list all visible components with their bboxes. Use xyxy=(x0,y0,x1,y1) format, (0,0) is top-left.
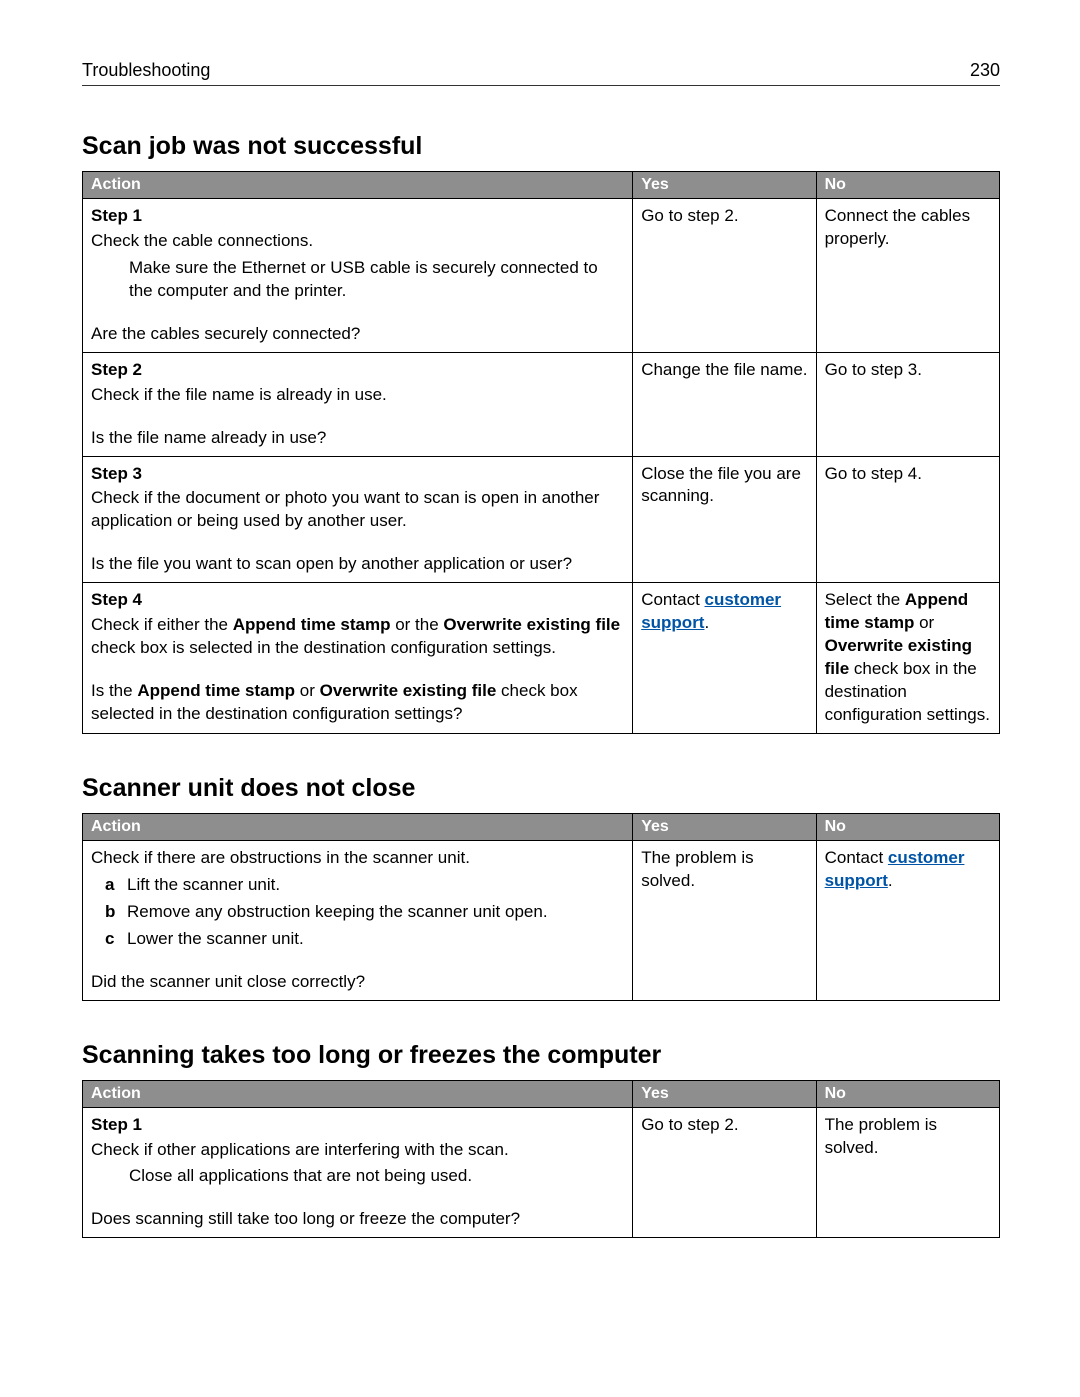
text: . xyxy=(888,871,893,890)
action-lead: Check if the file name is already in use… xyxy=(91,384,624,407)
step-title: Step 2 xyxy=(91,359,624,382)
table-row: Step 1 Check the cable connections. Make… xyxy=(83,199,1000,353)
table-row: Check if there are obstructions in the s… xyxy=(83,840,1000,1000)
text: or xyxy=(295,681,320,700)
table-header-row: Action Yes No xyxy=(83,813,1000,840)
col-action: Action xyxy=(83,813,633,840)
list-item: aLift the scanner unit. xyxy=(105,874,624,897)
action-lead: Check if other applications are interfer… xyxy=(91,1139,624,1162)
text: Is the xyxy=(91,681,137,700)
action-cell: Step 2 Check if the file name is already… xyxy=(83,352,633,456)
no-cell: Select the Append time stamp or Overwrit… xyxy=(816,583,999,734)
action-question: Is the file name already in use? xyxy=(91,427,624,450)
list-item: cLower the scanner unit. xyxy=(105,928,624,951)
table-row: Step 3 Check if the document or photo yo… xyxy=(83,456,1000,583)
list-marker: b xyxy=(105,901,127,924)
action-question: Did the scanner unit close correctly? xyxy=(91,971,624,994)
action-cell: Check if there are obstructions in the s… xyxy=(83,840,633,1000)
section1-table: Action Yes No Step 1 Check the cable con… xyxy=(82,171,1000,734)
no-cell: Contact customer support. xyxy=(816,840,999,1000)
action-cell: Step 3 Check if the document or photo yo… xyxy=(83,456,633,583)
bold-text: Overwrite existing file xyxy=(320,681,497,700)
section2-heading: Scanner unit does not close xyxy=(82,774,1000,803)
yes-cell: Close the file you are scanning. xyxy=(633,456,816,583)
col-yes: Yes xyxy=(633,172,816,199)
step-title: Step 3 xyxy=(91,463,624,486)
text: check box in the destination configurati… xyxy=(825,659,990,724)
text: . xyxy=(704,613,709,632)
list-item: bRemove any obstruction keeping the scan… xyxy=(105,901,624,924)
yes-cell: The problem is solved. xyxy=(633,840,816,1000)
no-cell: Go to step 4. xyxy=(816,456,999,583)
text: or xyxy=(914,613,934,632)
section3-table: Action Yes No Step 1 Check if other appl… xyxy=(82,1080,1000,1239)
step-title: Step 1 xyxy=(91,1114,624,1137)
col-yes: Yes xyxy=(633,1080,816,1107)
list-text: Remove any obstruction keeping the scann… xyxy=(127,901,624,924)
action-question: Are the cables securely connected? xyxy=(91,323,624,346)
action-cell: Step 4 Check if either the Append time s… xyxy=(83,583,633,734)
table-row: Step 2 Check if the file name is already… xyxy=(83,352,1000,456)
bold-text: Overwrite existing file xyxy=(443,615,620,634)
text: Contact xyxy=(825,848,888,867)
table-row: Step 4 Check if either the Append time s… xyxy=(83,583,1000,734)
section1-heading: Scan job was not successful xyxy=(82,132,1000,161)
action-question: Is the Append time stamp or Overwrite ex… xyxy=(91,680,624,726)
substeps: aLift the scanner unit. bRemove any obst… xyxy=(91,874,624,951)
list-marker: c xyxy=(105,928,127,951)
col-action: Action xyxy=(83,172,633,199)
bold-text: Append time stamp xyxy=(137,681,295,700)
list-text: Lower the scanner unit. xyxy=(127,928,624,951)
col-action: Action xyxy=(83,1080,633,1107)
text: or the xyxy=(391,615,444,634)
action-cell: Step 1 Check if other applications are i… xyxy=(83,1107,633,1238)
bold-text: Append time stamp xyxy=(233,615,391,634)
action-lead: Check the cable connections. xyxy=(91,230,624,253)
section2-table: Action Yes No Check if there are obstruc… xyxy=(82,813,1000,1001)
page-number: 230 xyxy=(970,60,1000,81)
yes-cell: Go to step 2. xyxy=(633,199,816,353)
page: Troubleshooting 230 Scan job was not suc… xyxy=(0,0,1080,1338)
action-lead: Check if the document or photo you want … xyxy=(91,487,624,533)
step-title: Step 4 xyxy=(91,589,624,612)
action-lead: Check if either the Append time stamp or… xyxy=(91,614,624,660)
col-no: No xyxy=(816,813,999,840)
no-cell: The problem is solved. xyxy=(816,1107,999,1238)
action-cell: Step 1 Check the cable connections. Make… xyxy=(83,199,633,353)
text: check box is selected in the destination… xyxy=(91,638,556,657)
table-row: Step 1 Check if other applications are i… xyxy=(83,1107,1000,1238)
text: Check if either the xyxy=(91,615,233,634)
text: Select the xyxy=(825,590,905,609)
step-title: Step 1 xyxy=(91,205,624,228)
action-question: Does scanning still take too long or fre… xyxy=(91,1208,624,1231)
yes-cell: Go to step 2. xyxy=(633,1107,816,1238)
page-header: Troubleshooting 230 xyxy=(82,60,1000,86)
yes-cell: Change the file name. xyxy=(633,352,816,456)
action-detail: Make sure the Ethernet or USB cable is s… xyxy=(129,257,624,303)
list-marker: a xyxy=(105,874,127,897)
text: Contact xyxy=(641,590,704,609)
table-header-row: Action Yes No xyxy=(83,1080,1000,1107)
no-cell: Connect the cables properly. xyxy=(816,199,999,353)
col-yes: Yes xyxy=(633,813,816,840)
action-detail: Close all applications that are not bein… xyxy=(129,1165,624,1188)
section3-heading: Scanning takes too long or freezes the c… xyxy=(82,1041,1000,1070)
list-text: Lift the scanner unit. xyxy=(127,874,624,897)
yes-cell: Contact customer support. xyxy=(633,583,816,734)
action-lead: Check if there are obstructions in the s… xyxy=(91,847,624,870)
no-cell: Go to step 3. xyxy=(816,352,999,456)
col-no: No xyxy=(816,1080,999,1107)
header-section-title: Troubleshooting xyxy=(82,60,210,81)
action-question: Is the file you want to scan open by ano… xyxy=(91,553,624,576)
table-header-row: Action Yes No xyxy=(83,172,1000,199)
col-no: No xyxy=(816,172,999,199)
